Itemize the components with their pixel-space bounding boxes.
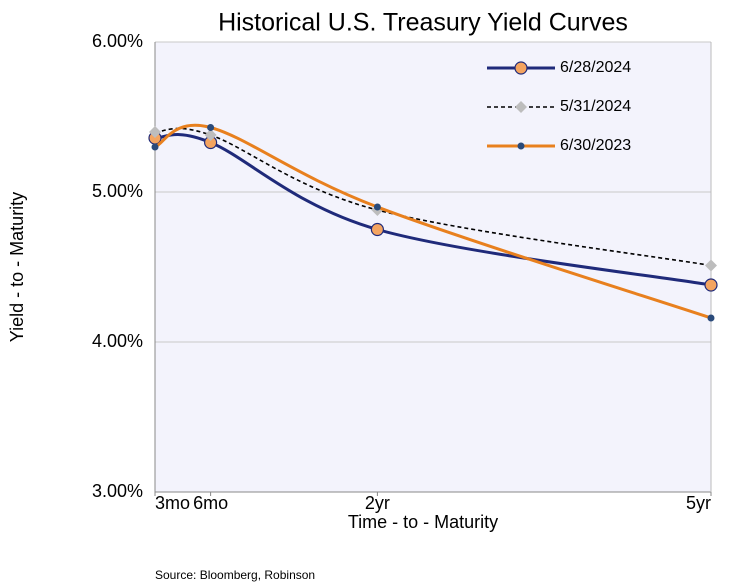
y-axis-title: Yield - to - Maturity	[7, 192, 27, 342]
data-point	[373, 203, 381, 211]
x-tick-label: 3mo	[155, 493, 190, 513]
chart-title: Historical U.S. Treasury Yield Curves	[218, 9, 628, 37]
series-line	[154, 123, 712, 320]
legend-marker	[514, 61, 528, 75]
data-point	[149, 126, 161, 138]
data-point	[151, 143, 159, 151]
y-tick-label: 5.00%	[92, 181, 143, 201]
y-tick-label: 3.00%	[92, 481, 143, 501]
legend-label: 6/30/2023	[560, 137, 631, 154]
legend-marker	[515, 101, 527, 113]
series-line	[154, 127, 712, 267]
legend-marker	[517, 142, 525, 150]
plot-area	[155, 42, 711, 492]
x-tick-label: 2yr	[365, 493, 390, 513]
x-tick-label: 5yr	[686, 493, 711, 513]
data-point	[370, 222, 384, 237]
source-note: Source: Bloomberg, Robinson	[155, 568, 315, 582]
data-point	[704, 278, 718, 292]
x-axis-title: Time - to - Maturity	[348, 512, 498, 532]
y-tick-label: 6.00%	[92, 31, 143, 51]
series-line	[154, 133, 712, 287]
legend-label: 6/28/2024	[560, 59, 631, 76]
data-point	[204, 129, 217, 141]
data-point	[707, 314, 715, 322]
data-point	[207, 124, 215, 131]
y-tick-label: 4.00%	[92, 331, 143, 351]
legend-label: 5/31/2024	[560, 98, 631, 115]
x-tick-label: 6mo	[193, 493, 228, 513]
data-point	[705, 259, 717, 272]
